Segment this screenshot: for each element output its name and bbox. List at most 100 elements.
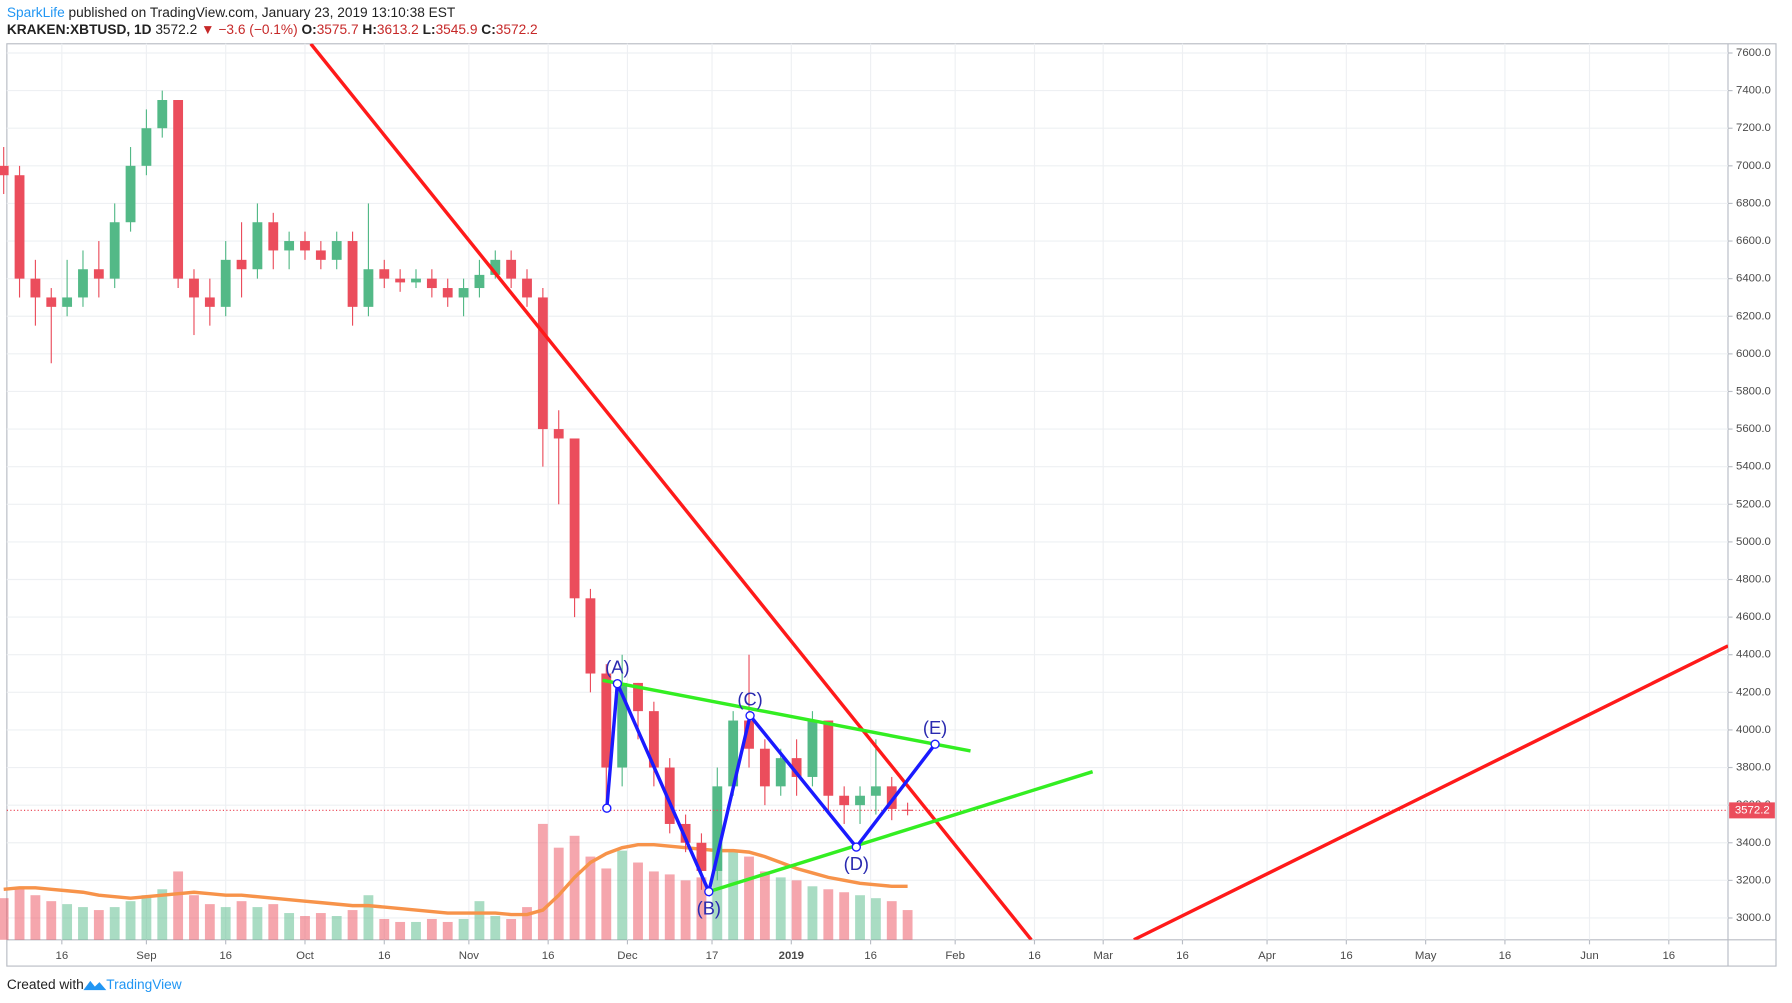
candle-body	[0, 165, 9, 176]
candle-body	[125, 165, 136, 223]
volume-bar	[220, 907, 231, 940]
candle-body	[759, 748, 770, 787]
x-tick-label: Jun	[1580, 950, 1598, 962]
candle-body	[902, 809, 913, 811]
volume-bar	[696, 877, 707, 940]
y-tick-label: 4600.0	[1736, 611, 1771, 623]
volume-bar	[633, 862, 643, 940]
candle-body	[93, 269, 104, 279]
h: 3613.2	[377, 22, 419, 37]
author[interactable]: SparkLife	[7, 5, 65, 20]
volume-bar	[300, 916, 310, 940]
x-tick-label: Oct	[296, 950, 315, 962]
y-tick-label: 5000.0	[1736, 536, 1771, 548]
candle-body	[553, 429, 564, 439]
wave-point	[851, 842, 862, 852]
volume-bar	[347, 910, 358, 940]
volume-bar	[78, 907, 88, 940]
volume-bar	[363, 895, 374, 940]
candle-body	[379, 269, 390, 279]
x-tick-label: 16	[55, 950, 68, 962]
trendline	[602, 678, 971, 753]
volume-bar	[506, 918, 517, 940]
candle-body	[569, 438, 580, 599]
volume-bar	[648, 871, 659, 940]
candle-body	[633, 682, 643, 712]
volume-bar	[125, 901, 136, 940]
x-tick-label: 16	[1662, 950, 1675, 962]
candle-body	[189, 278, 199, 298]
volume-bar	[617, 850, 628, 940]
wave-label: (E)	[923, 717, 947, 738]
y-tick-label: 4400.0	[1736, 649, 1771, 661]
volume-bar	[426, 918, 437, 940]
volume-bar	[474, 901, 485, 940]
y-tick-label: 3200.0	[1736, 874, 1771, 886]
y-tick-label: 4200.0	[1736, 686, 1771, 698]
candle-body	[775, 758, 786, 787]
y-tick-label: 6200.0	[1736, 310, 1771, 322]
y-tick-label: 5200.0	[1736, 498, 1771, 510]
symbol-line: KRAKEN:XBTUSD, 1D 3572.2 ▼ −3.6 (−0.1%) …	[7, 22, 538, 37]
candle-body	[268, 222, 279, 251]
candle-body	[141, 128, 152, 166]
volume-bar	[268, 904, 279, 940]
volume-bar	[537, 823, 548, 940]
candle-body	[648, 711, 659, 768]
y-tick-label: 3800.0	[1736, 762, 1771, 774]
candle-body	[30, 278, 41, 298]
x-tick-label: 2019	[779, 950, 804, 962]
candle-body	[315, 250, 326, 260]
y-tick-label: 3400.0	[1736, 837, 1771, 849]
volume-bar	[204, 904, 215, 940]
x-tick-label: 16	[1499, 950, 1512, 962]
volume-bar	[902, 910, 913, 940]
grid	[6, 43, 1728, 940]
candle-body	[284, 241, 295, 251]
candle-body	[823, 720, 834, 796]
candle-body	[680, 823, 691, 843]
volume-bar	[664, 874, 675, 940]
x-tick-label: 17	[706, 950, 719, 962]
x-tick-label: 16	[1028, 950, 1041, 962]
volume-bar	[791, 880, 802, 940]
x-tick-label: Sep	[136, 950, 156, 962]
candle-body	[204, 297, 215, 307]
candle-body	[14, 175, 25, 279]
volume-bar	[728, 850, 739, 940]
wave-label: (A)	[605, 657, 629, 678]
x-tick-label: Apr	[1258, 950, 1276, 962]
footer-brand[interactable]: TradingView	[106, 977, 182, 992]
volume-bar	[14, 889, 25, 940]
x-tick-label: 16	[378, 950, 391, 962]
candle-body	[474, 274, 485, 289]
candle-body	[109, 222, 120, 279]
wave-point	[704, 886, 714, 897]
volume-bar	[30, 895, 41, 940]
o-label: O:	[301, 22, 316, 37]
last-price-box	[1729, 802, 1775, 819]
volume-pane	[0, 823, 913, 940]
volume-bar	[93, 910, 104, 940]
wave-label: (D)	[844, 853, 869, 874]
header-line: SparkLife published on TradingView.com, …	[7, 5, 456, 20]
volume-bar	[0, 898, 9, 940]
candle-body	[490, 259, 501, 275]
candle-body	[442, 288, 453, 298]
wave-line	[605, 682, 937, 898]
frame	[6, 43, 1777, 967]
volume-bar	[569, 835, 580, 940]
candle-body	[855, 795, 865, 806]
x-tick-label: 16	[1176, 950, 1189, 962]
candle-body	[807, 720, 818, 777]
wave-point	[745, 710, 755, 721]
y-tick-label: 7600.0	[1736, 47, 1771, 59]
y-tick-label: 4000.0	[1736, 724, 1771, 736]
volume-bar	[823, 889, 834, 940]
candle-body	[601, 673, 612, 768]
candle-body	[426, 278, 437, 289]
x-tick-label: 16	[219, 950, 232, 962]
volume-bar	[379, 918, 390, 940]
